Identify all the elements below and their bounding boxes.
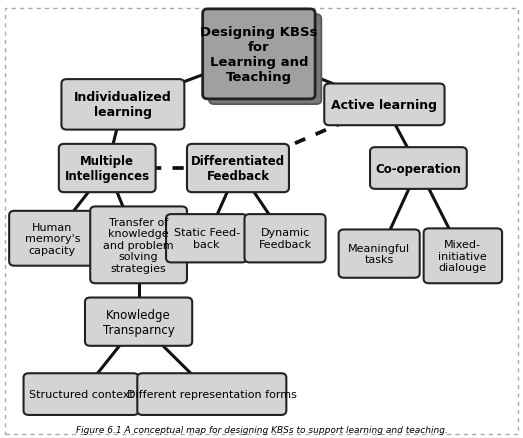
FancyBboxPatch shape [209, 15, 321, 105]
FancyBboxPatch shape [85, 298, 192, 346]
Text: Meaningful
tasks: Meaningful tasks [348, 243, 410, 265]
FancyBboxPatch shape [137, 373, 287, 415]
FancyBboxPatch shape [166, 215, 247, 263]
Text: Dynamic
Feedback: Dynamic Feedback [258, 228, 312, 250]
FancyBboxPatch shape [9, 211, 95, 266]
Text: Mixed-
initiative
dialouge: Mixed- initiative dialouge [438, 240, 487, 273]
Text: Static Feed-
back: Static Feed- back [174, 228, 240, 250]
FancyBboxPatch shape [62, 80, 184, 131]
FancyBboxPatch shape [370, 148, 467, 189]
Text: Structured context: Structured context [29, 389, 133, 399]
FancyBboxPatch shape [187, 145, 289, 193]
Text: Differentiated
Feedback: Differentiated Feedback [191, 155, 285, 183]
FancyBboxPatch shape [245, 215, 325, 263]
Text: Different representation forms: Different representation forms [127, 389, 297, 399]
Text: Human
memory's
capacity: Human memory's capacity [25, 222, 80, 255]
Text: Multiple
Intelligences: Multiple Intelligences [65, 155, 150, 183]
Text: Co-operation: Co-operation [376, 162, 461, 175]
FancyBboxPatch shape [59, 145, 156, 193]
FancyBboxPatch shape [24, 373, 139, 415]
Text: Individualized
learning: Individualized learning [74, 91, 172, 119]
Text: Figure 6.1 A conceptual map for designing KBSs to support learning and teaching.: Figure 6.1 A conceptual map for designin… [75, 424, 448, 434]
FancyBboxPatch shape [90, 207, 187, 284]
FancyBboxPatch shape [324, 84, 445, 126]
Text: Transfer of
knowledge
and problem
solving
strategies: Transfer of knowledge and problem solvin… [103, 217, 174, 273]
FancyBboxPatch shape [424, 229, 502, 284]
FancyBboxPatch shape [202, 10, 315, 100]
FancyBboxPatch shape [339, 230, 419, 278]
Text: Active learning: Active learning [332, 99, 437, 112]
Text: Knowledge
Transparncy: Knowledge Transparncy [103, 308, 175, 336]
Text: Designing KBSs
for
Learning and
Teaching: Designing KBSs for Learning and Teaching [200, 26, 317, 84]
